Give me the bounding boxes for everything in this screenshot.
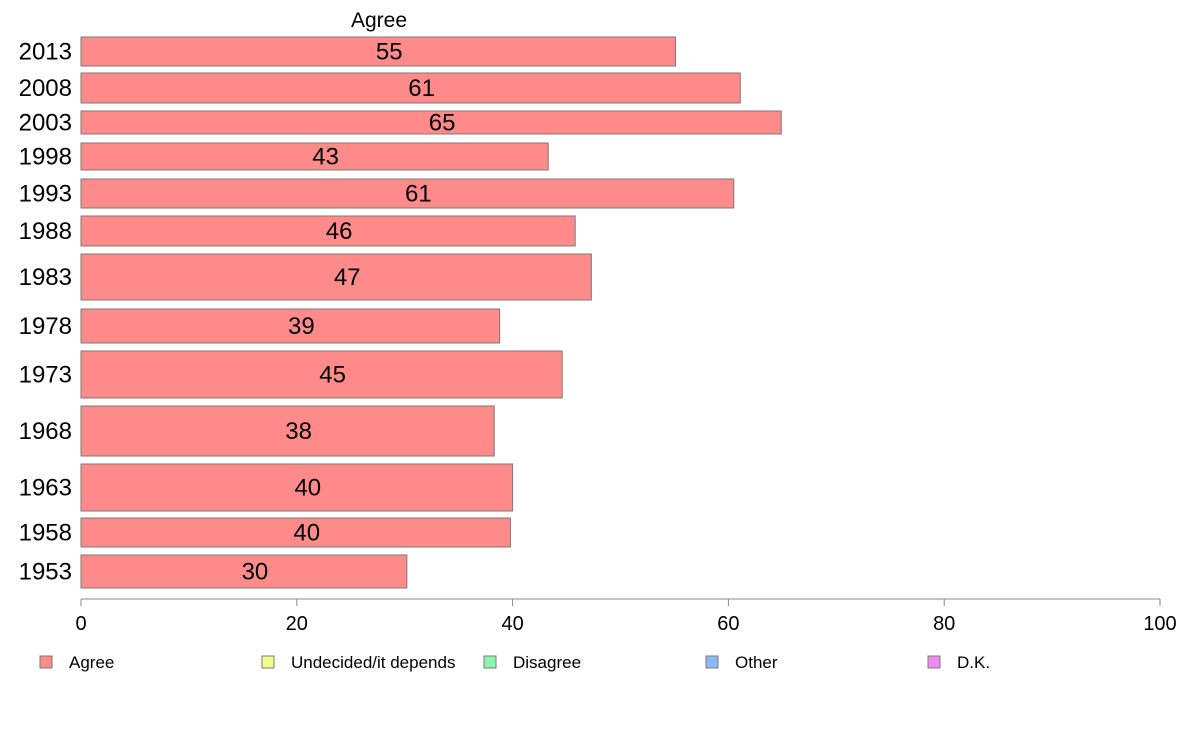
value-label-1998: 43 [312, 144, 339, 171]
category-label-1958: 1958 [19, 520, 72, 547]
x-tick-label-60: 60 [717, 613, 739, 635]
category-label-2013: 2013 [19, 39, 72, 66]
bars-group: 2013 55 2008 61 2003 65 1998 43 1993 61 1988 46 1983… [19, 36, 782, 589]
category-label-1963: 1963 [19, 475, 72, 502]
value-label-2008: 61 [408, 75, 435, 102]
legend-label-2: Disagree [513, 653, 581, 672]
value-label-1988: 46 [326, 218, 353, 245]
category-label-1993: 1993 [19, 181, 72, 208]
category-label-2003: 2003 [19, 110, 72, 137]
value-label-1958: 40 [293, 520, 320, 547]
column-header: Agree [351, 9, 407, 32]
bar-1983 [80, 253, 592, 301]
bar-1998 [80, 142, 549, 171]
x-tick-label-40: 40 [501, 613, 523, 635]
value-label-1978: 39 [288, 313, 315, 340]
category-label-1968: 1968 [19, 418, 72, 445]
category-label-1983: 1983 [19, 264, 72, 291]
value-label-2013: 55 [376, 39, 403, 66]
x-tick-label-0: 0 [75, 613, 86, 635]
x-tick-label-20: 20 [286, 613, 308, 635]
value-label-1953: 30 [242, 559, 269, 586]
legend-label-1: Undecided/it depends [291, 653, 455, 672]
bar-2013 [80, 36, 677, 67]
category-label-1978: 1978 [19, 313, 72, 340]
bar-1978 [80, 308, 501, 344]
legend-swatch-1 [261, 655, 275, 669]
value-label-2003: 65 [429, 110, 456, 137]
legend-label-3: Other [735, 653, 778, 672]
legend-swatch-3 [705, 655, 719, 669]
legend-swatch-0 [39, 655, 53, 669]
bar-1968 [80, 405, 495, 457]
bar-2003 [80, 110, 782, 135]
category-label-1998: 1998 [19, 144, 72, 171]
category-label-1988: 1988 [19, 218, 72, 245]
bar-1953 [80, 554, 408, 589]
bar-1993 [80, 178, 735, 209]
value-label-1973: 45 [319, 362, 346, 389]
x-tick-label-100: 100 [1143, 613, 1176, 635]
legend: Agree Undecided/it depends Disagree Other D.… [39, 653, 990, 672]
bar-2008 [80, 72, 741, 104]
bar-1963 [80, 463, 514, 512]
category-label-2008: 2008 [19, 75, 72, 102]
legend-swatch-2 [483, 655, 497, 669]
legend-label-4: D.K. [957, 653, 990, 672]
value-label-1963: 40 [294, 475, 321, 502]
value-label-1993: 61 [405, 181, 432, 208]
value-label-1983: 47 [334, 264, 361, 291]
legend-label-0: Agree [69, 653, 114, 672]
category-label-1973: 1973 [19, 362, 72, 389]
bar-1988 [80, 215, 576, 247]
category-label-1953: 1953 [19, 559, 72, 586]
x-axis: 0 20 40 60 80 100 [75, 598, 1177, 635]
bar-1958 [80, 517, 511, 548]
bar-1973 [80, 350, 563, 399]
x-tick-label-80: 80 [933, 613, 955, 635]
value-label-1968: 38 [285, 418, 312, 445]
legend-swatch-4 [927, 655, 941, 669]
